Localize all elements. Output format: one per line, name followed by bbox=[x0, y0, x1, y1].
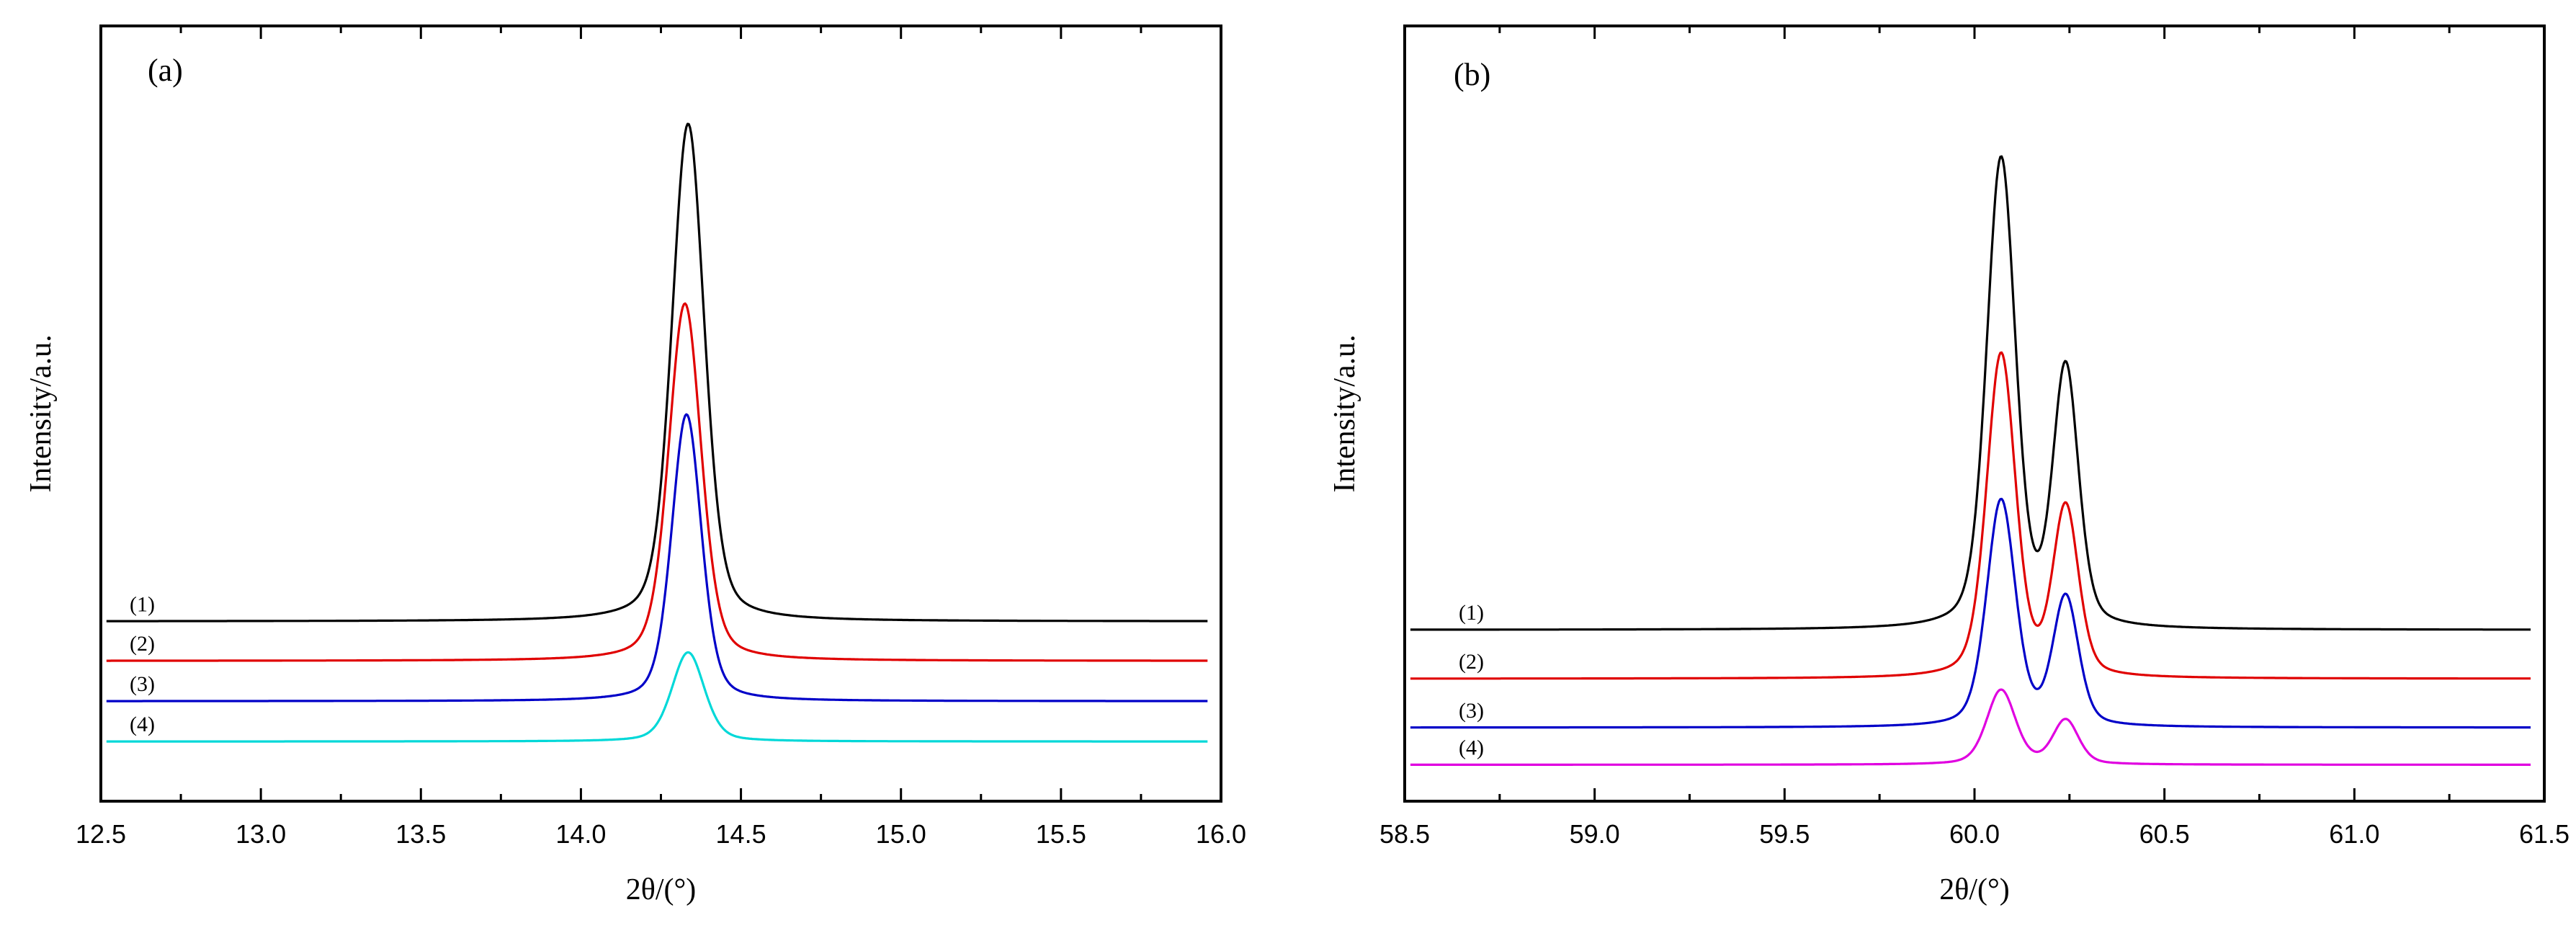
series-line-1 bbox=[106, 122, 1208, 623]
series-label-2: (2) bbox=[130, 632, 155, 656]
series-line-3 bbox=[1410, 497, 2531, 729]
series-line-1 bbox=[1410, 155, 2531, 631]
x-tick-label: 61.5 bbox=[2519, 819, 2570, 849]
x-tick-label: 59.0 bbox=[1570, 819, 1620, 849]
x-tick-label: 13.0 bbox=[236, 819, 286, 849]
x-tick-label: 14.5 bbox=[716, 819, 766, 849]
panel-label: (b) bbox=[1454, 57, 1490, 92]
series-line-2 bbox=[1410, 351, 2531, 680]
series-line-4 bbox=[1410, 688, 2531, 767]
x-tick-label: 15.5 bbox=[1036, 819, 1086, 849]
x-tick-label: 14.0 bbox=[555, 819, 606, 849]
series-line-3 bbox=[106, 413, 1208, 702]
series-label-4: (4) bbox=[130, 713, 155, 736]
series-label-3: (3) bbox=[1459, 699, 1484, 723]
x-tick-label: 12.5 bbox=[76, 819, 126, 849]
y-axis-label: Intensity/a.u. bbox=[1328, 334, 1361, 492]
x-tick-label: 59.5 bbox=[1759, 819, 1810, 849]
series-label-4: (4) bbox=[1459, 736, 1484, 759]
plot-frame bbox=[99, 24, 1222, 803]
panel-label: (a) bbox=[148, 53, 183, 88]
series-label-1: (1) bbox=[130, 592, 155, 616]
series-label-1: (1) bbox=[1459, 601, 1484, 625]
series-label-2: (2) bbox=[1459, 650, 1484, 674]
x-tick-label: 13.5 bbox=[395, 819, 446, 849]
series-line-4 bbox=[106, 651, 1208, 743]
x-tick-label: 60.5 bbox=[2139, 819, 2190, 849]
x-tick-label: 61.0 bbox=[2329, 819, 2379, 849]
x-axis-label: 2θ/(°) bbox=[1939, 873, 2010, 906]
x-axis-label: 2θ/(°) bbox=[626, 873, 697, 906]
panel-a: 12.5 13.0 13.5 14.0 14.5 15.0 15.5 16.0 2θ/(°) In… bbox=[24, 24, 1246, 906]
x-tick-label: 60.0 bbox=[1949, 819, 2000, 849]
x-tick-label: 58.5 bbox=[1379, 819, 1430, 849]
series-line-2 bbox=[106, 302, 1208, 662]
x-tick-label: 16.0 bbox=[1196, 819, 1246, 849]
panel-b: 58.5 59.0 59.5 60.0 60.5 61.0 61.5 2θ/(°) Intens… bbox=[1328, 24, 2570, 906]
y-axis-label: Intensity/a.u. bbox=[24, 334, 58, 492]
series-label-3: (3) bbox=[130, 672, 155, 696]
plot-frame bbox=[1403, 24, 2546, 803]
x-tick-label: 15.0 bbox=[876, 819, 926, 849]
